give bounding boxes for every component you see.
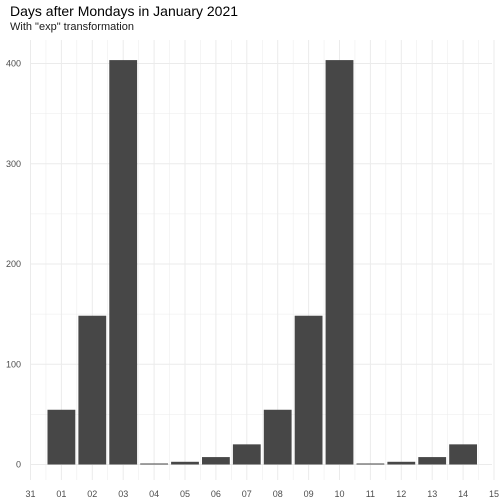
x-axis-ticks: 31 01 02 03 04 05 06 07 08 09 10 11 12 13 14 15 (25, 489, 499, 499)
bar (47, 409, 76, 465)
y-tick-label: 100 (6, 359, 21, 369)
x-tick-label: 07 (242, 489, 252, 499)
x-tick-label: 01 (56, 489, 66, 499)
bar (294, 315, 323, 465)
x-tick-label: 08 (273, 489, 283, 499)
y-tick-label: 300 (6, 159, 21, 169)
x-tick-label: 14 (458, 489, 468, 499)
x-tick-label: 12 (396, 489, 406, 499)
bar (387, 461, 416, 465)
bar (171, 461, 199, 465)
x-tick-label: 10 (334, 489, 344, 499)
x-tick-label: 03 (118, 489, 128, 499)
bar (109, 60, 138, 465)
bar (325, 60, 354, 465)
y-tick-label: 200 (6, 259, 21, 269)
bar (263, 409, 292, 465)
chart-subtitle: With "exp" transformation (10, 21, 134, 33)
bars (47, 60, 478, 465)
x-tick-label: 06 (211, 489, 221, 499)
chart-title: Days after Mondays in January 2021 (10, 3, 239, 19)
bar (356, 463, 385, 465)
bar (232, 444, 261, 465)
y-axis-ticks: 0 100 200 300 400 (6, 59, 21, 470)
x-tick-label: 11 (366, 489, 375, 499)
bar (78, 315, 107, 465)
bar (418, 457, 447, 465)
x-tick-label: 09 (304, 489, 314, 499)
bar (140, 463, 169, 465)
y-tick-label: 400 (6, 59, 21, 69)
bar (201, 457, 230, 465)
x-tick-label: 04 (149, 489, 159, 499)
x-tick-label: 05 (180, 489, 190, 499)
x-tick-label: 13 (427, 489, 437, 499)
x-tick-label: 31 (25, 489, 35, 499)
y-tick-label: 0 (16, 460, 21, 470)
x-tick-label: 15 (489, 489, 499, 499)
bar (449, 444, 478, 465)
x-tick-label: 02 (87, 489, 97, 499)
